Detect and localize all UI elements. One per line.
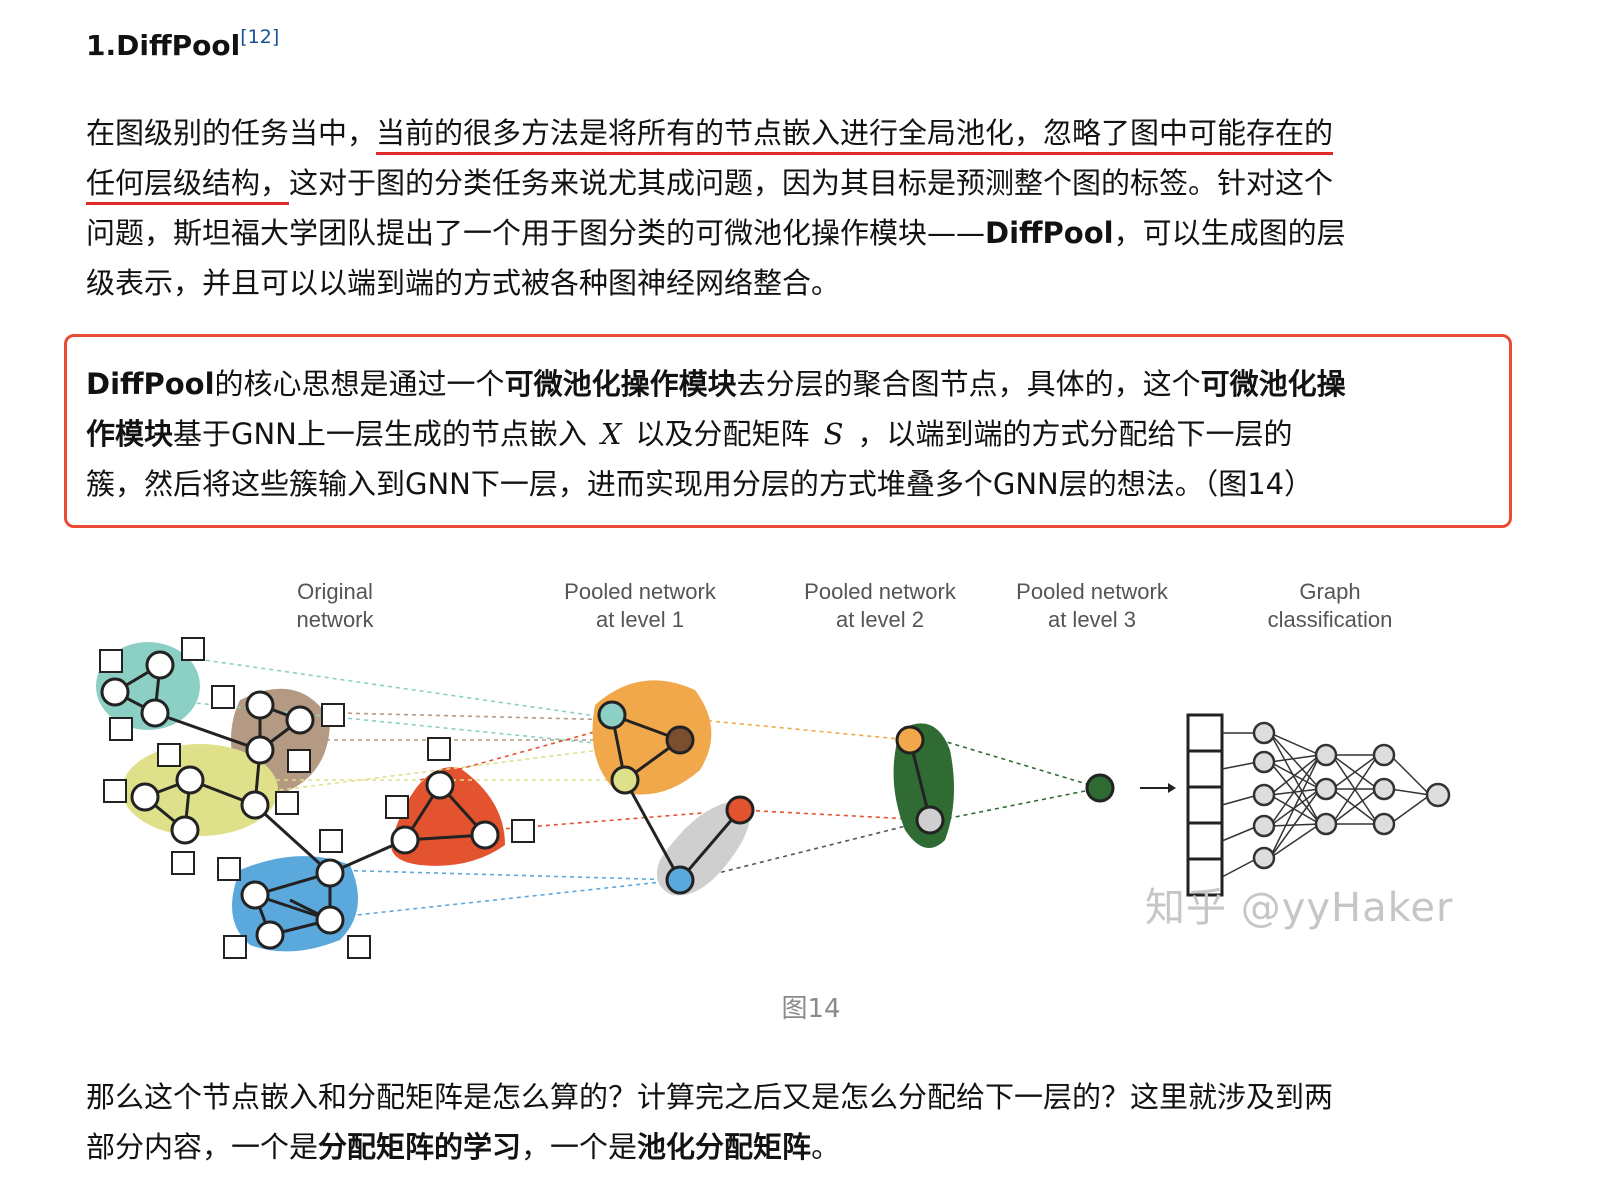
- text-span: ，可以生成图的层: [1113, 216, 1346, 250]
- text-span: 。: [811, 1130, 841, 1164]
- math-symbol-x: X: [600, 417, 622, 451]
- underlined-text: 任何层级结构，: [86, 166, 290, 205]
- text-span: 以及分配矩阵: [635, 417, 810, 451]
- text-span: 这对于图的分类任务来说尤其成问题，因为其目标是预测整个图的标签。针对这个: [289, 166, 1334, 200]
- text-span: ，以端到端的方式分配给下一层的: [857, 417, 1293, 451]
- col-title-level-2: Pooled network at level 2: [780, 578, 980, 634]
- bold-text: 作模块: [86, 417, 174, 451]
- callout-line-3: 簇，然后将这些簇输入到GNN下一层，进而实现用分层的方式堆叠多个GNN层的想法。…: [86, 467, 1314, 501]
- figure-caption: 图14: [781, 994, 841, 1024]
- bold-text: DiffPool: [985, 216, 1114, 250]
- title-line: Pooled network: [1016, 579, 1168, 604]
- outro-line-2: 部分内容，一个是分配矩阵的学习，一个是池化分配矩阵。: [86, 1122, 1486, 1172]
- title-line: Pooled network: [564, 579, 716, 604]
- bold-text: DiffPool: [86, 367, 215, 401]
- intro-line-3: 问题，斯坦福大学团队提出了一个用于图分类的可微池化操作模块——DiffPool，…: [86, 208, 1486, 258]
- callout-line-1: DiffPool的核心思想是通过一个可微池化操作模块去分层的聚合图节点，具体的，…: [86, 359, 1486, 409]
- highlight-box: [64, 334, 1512, 528]
- callout-line-2: 作模块基于GNN上一层生成的节点嵌入 X 以及分配矩阵 S ，以端到端的方式分配给下一层…: [86, 409, 1486, 459]
- bold-text: 池化分配矩阵: [637, 1130, 812, 1164]
- heading-title: 1.DiffPool: [86, 29, 241, 62]
- text-span: 基于GNN上一层生成的节点嵌入: [173, 417, 587, 451]
- math-symbol-s: S: [823, 417, 844, 451]
- graph-embedding-vector: [1186, 713, 1224, 897]
- underlined-text: 当前的很多方法是将所有的节点嵌入进行全局池化，忽略了图中可能存在的: [376, 116, 1334, 155]
- intro-line-2: 任何层级结构，这对于图的分类任务来说尤其成问题，因为其目标是预测整个图的标签。针…: [86, 158, 1486, 208]
- text-span: 部分内容，一个是: [86, 1130, 319, 1164]
- reference-link[interactable]: [12]: [240, 26, 280, 48]
- title-line: network: [296, 607, 374, 632]
- col-title-level-1: Pooled network at level 1: [540, 578, 740, 634]
- title-line: at level 2: [835, 607, 925, 632]
- section-heading: 1.DiffPool[12]: [86, 26, 279, 62]
- assignment-lines: [164, 657, 1101, 921]
- mlp-connections: [1221, 732, 1431, 878]
- watermark: 知乎 @yyHaker: [1145, 885, 1454, 931]
- title-line: classification: [1267, 607, 1393, 632]
- col-title-classification: Graph classification: [1230, 578, 1430, 634]
- outro-paragraph: 那么这个节点嵌入和分配矩阵是怎么算的？计算完之后又是怎么分配给下一层的？这里就涉…: [86, 1072, 1486, 1172]
- feature-vector-icons: [99, 637, 535, 959]
- title-line: Pooled network: [804, 579, 956, 604]
- mlp-neurons: [1252, 721, 1451, 870]
- graph-nodes: [100, 650, 1115, 950]
- text-span: 问题，斯坦福大学团队提出了一个用于图分类的可微池化操作模块——: [86, 216, 986, 250]
- title-line: at level 1: [595, 607, 685, 632]
- text-span: 去分层的聚合图节点，具体的，这个: [736, 367, 1201, 401]
- bold-text: 可微池化操: [1200, 367, 1346, 401]
- outro-line-1: 那么这个节点嵌入和分配矩阵是怎么算的？计算完之后又是怎么分配给下一层的？这里就涉…: [86, 1080, 1334, 1114]
- title-line: Original: [297, 579, 373, 604]
- intro-paragraph: 在图级别的任务当中，当前的很多方法是将所有的节点嵌入进行全局池化，忽略了图中可能…: [86, 108, 1486, 308]
- text-span: 的核心思想是通过一个: [214, 367, 505, 401]
- text-span: 在图级别的任务当中，: [86, 116, 377, 150]
- callout-paragraph: DiffPool的核心思想是通过一个可微池化操作模块去分层的聚合图节点，具体的，…: [86, 359, 1486, 509]
- col-title-original: Original network: [250, 578, 420, 634]
- col-title-level-3: Pooled network at level 3: [992, 578, 1192, 634]
- bold-text: 分配矩阵的学习: [318, 1130, 522, 1164]
- intro-line-1: 在图级别的任务当中，当前的很多方法是将所有的节点嵌入进行全局池化，忽略了图中可能…: [86, 108, 1486, 158]
- title-line: at level 3: [1047, 607, 1137, 632]
- title-line: Graph: [1299, 579, 1361, 604]
- intro-line-4: 级表示，并且可以以端到端的方式被各种图神经网络整合。: [86, 266, 841, 300]
- text-span: ，一个是: [521, 1130, 638, 1164]
- arrow-head-icon: [1168, 783, 1176, 793]
- bold-text: 可微池化操作模块: [504, 367, 737, 401]
